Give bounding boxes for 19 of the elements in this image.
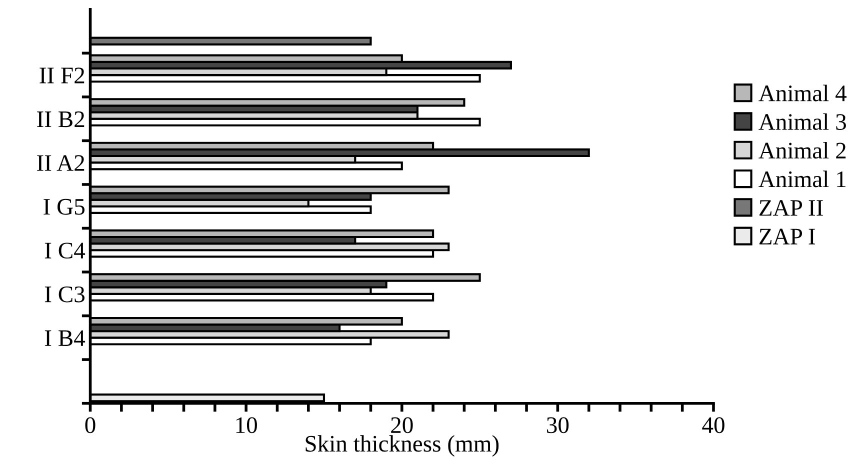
- x-axis-title: Skin thickness (mm): [306, 435, 499, 457]
- legend-label: Animal 3: [758, 113, 846, 130]
- legend-label: Animal 4: [758, 84, 847, 102]
- y-tick-label: I C3: [44, 286, 84, 302]
- x-tick-label: 40: [702, 417, 724, 434]
- y-tick-label: II A2: [37, 155, 84, 171]
- x-tick-label: 0: [85, 417, 96, 434]
- legend-label: Animal 2: [758, 142, 846, 159]
- legend-label: ZAP I: [759, 228, 816, 244]
- legend-label: Animal 1: [758, 170, 846, 188]
- x-tick-label: 30: [547, 417, 569, 434]
- y-tick-label: I B4: [44, 330, 86, 346]
- y-tick-label: II B2: [37, 111, 84, 128]
- y-tick-label: I G5: [44, 198, 84, 215]
- y-tick-label: II F2: [40, 68, 84, 84]
- legend-label: ZAP II: [759, 200, 823, 216]
- x-tick-label: 20: [391, 417, 413, 434]
- x-tick-label: 10: [236, 417, 257, 434]
- y-tick-label: I C4: [44, 242, 86, 259]
